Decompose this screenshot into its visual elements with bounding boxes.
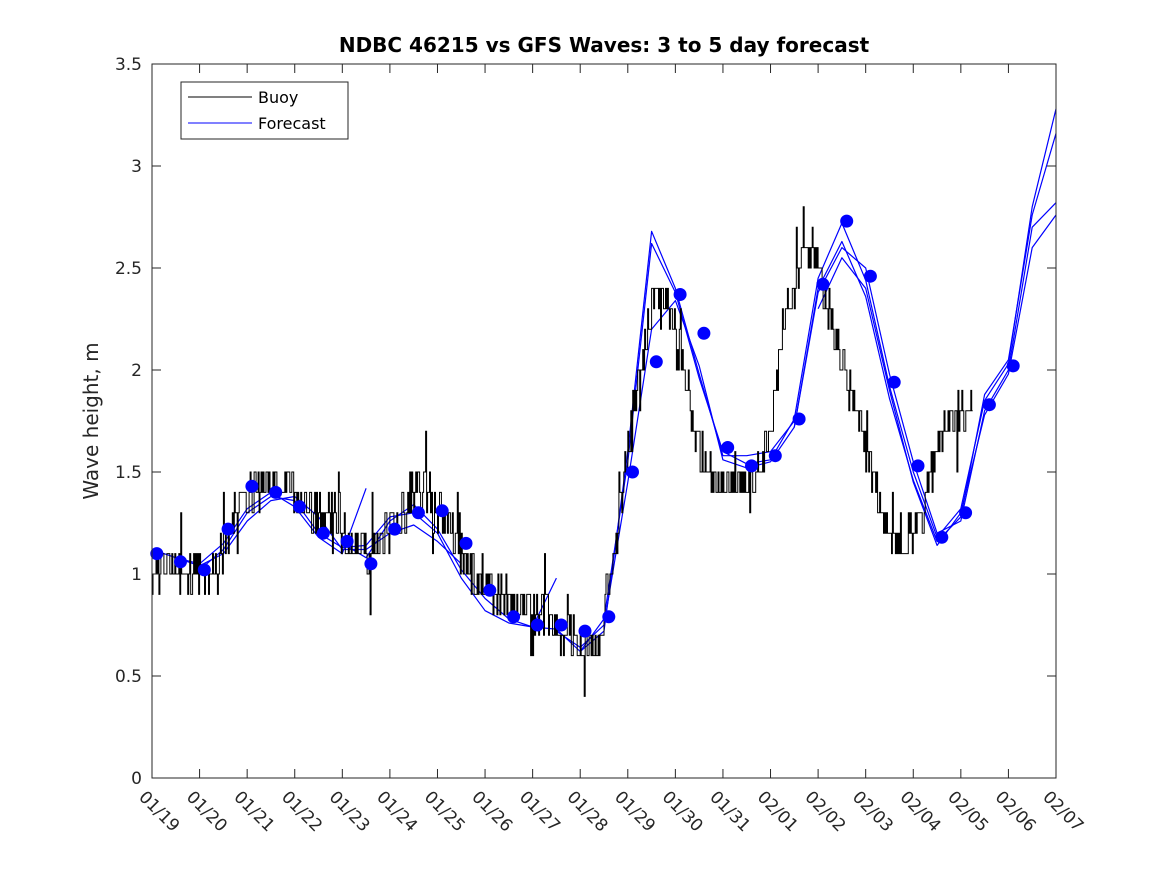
forecast-marker: [435, 504, 449, 518]
forecast-marker: [816, 277, 830, 291]
forecast-marker: [245, 479, 259, 493]
forecast-marker: [1006, 359, 1020, 373]
forecast-marker: [673, 288, 687, 301]
forecast-marker: [483, 583, 497, 597]
forecast-marker: [578, 624, 592, 638]
forecast-marker: [626, 465, 639, 479]
y-tick-label: 2: [131, 361, 142, 381]
buoy-series-line: [152, 206, 973, 697]
forecast-marker: [388, 522, 402, 536]
y-tick-label: 0.5: [115, 667, 142, 687]
forecast-marker: [554, 618, 568, 632]
forecast-marker: [316, 526, 330, 540]
forecast-marker: [602, 610, 616, 624]
y-axis: 0 0.5 1 1.5 2 2.5 3 3.5: [115, 55, 1056, 789]
plot-background: [152, 64, 1056, 778]
buoy-line: [152, 206, 973, 697]
plot-frame: [151, 63, 1057, 779]
forecast-marker: [174, 555, 187, 569]
legend: Buoy Forecast: [180, 81, 349, 140]
forecast-marker: [364, 557, 378, 571]
forecast-marker: [887, 375, 901, 389]
forecast-marker: [840, 214, 854, 228]
forecast-marker: [697, 326, 711, 340]
y-tick-label: 1: [131, 565, 142, 585]
forecast-marker: [935, 530, 949, 544]
forecast-marker: [792, 412, 806, 426]
y-tick-label: 2.5: [115, 259, 142, 279]
forecast-marker: [721, 441, 735, 454]
forecast-marker: [768, 449, 782, 463]
legend-forecast-label: Forecast: [258, 114, 326, 133]
forecast-marker: [911, 459, 925, 473]
forecast-marker: [197, 563, 211, 577]
forecast-marker: [221, 522, 235, 536]
forecast-marker: [340, 534, 354, 548]
forecast-marker-group: [150, 214, 1020, 638]
forecast-marker: [150, 547, 164, 561]
y-tick-label: 3: [131, 157, 142, 177]
legend-buoy-label: Buoy: [258, 88, 298, 107]
forecast-marker: [982, 398, 996, 412]
plot-area: [150, 63, 1057, 779]
forecast-marker: [411, 506, 425, 520]
forecast-marker: [269, 485, 283, 499]
y-axis-label: Wave height, m: [79, 342, 103, 499]
forecast-marker: [745, 459, 758, 473]
forecast-marker: [459, 536, 473, 550]
forecast-run-line: [579, 108, 1057, 652]
y-tick-label: 1.5: [115, 463, 142, 483]
y-tick-label: 3.5: [115, 55, 142, 75]
forecast-marker: [293, 500, 306, 514]
forecast-marker: [507, 610, 521, 624]
y-tick-label: 0: [131, 769, 142, 789]
forecast-run-line: [817, 214, 1057, 547]
forecast-marker: [959, 506, 973, 520]
forecast-marker: [863, 269, 877, 283]
legend-box: [180, 81, 349, 140]
forecast-marker: [649, 355, 663, 369]
forecast-marker: [530, 618, 544, 632]
chart-title: NDBC 46215 vs GFS Waves: 3 to 5 day fore…: [339, 33, 870, 57]
